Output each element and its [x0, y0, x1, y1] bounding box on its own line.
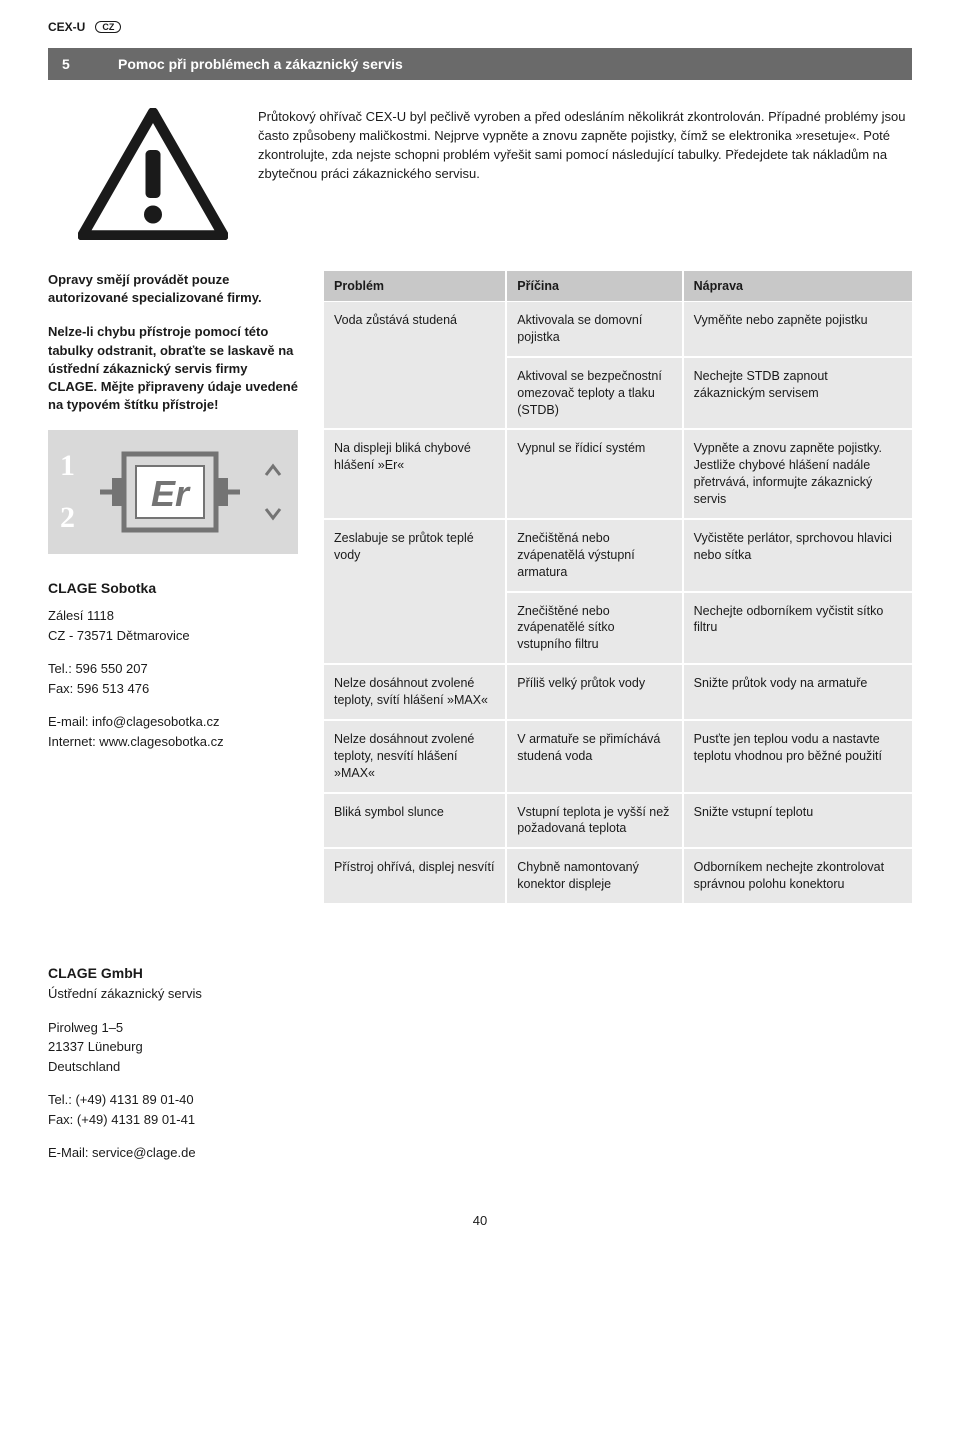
- cell-cause: Vypnul se řídicí systém: [506, 429, 682, 519]
- cell-cause: Vstupní teplota je vyšší než požadovaná …: [506, 793, 682, 849]
- left-column: Opravy smějí provádět pouze autorizované…: [48, 271, 298, 765]
- cell-cause: Aktivovala se domovní pojistka: [506, 302, 682, 357]
- left-para-2: Nelze-li chybu přístroje pomocí této tab…: [48, 323, 298, 414]
- footer-fax-line: Fax: (+49) 4131 89 01-41: [48, 1110, 912, 1130]
- cell-fix: Snižte vstupní teplotu: [683, 793, 912, 849]
- cell-fix: Odborníkem nechejte zkontrolovat správno…: [683, 848, 912, 903]
- page-number: 40: [48, 1213, 912, 1228]
- section-number: 5: [48, 48, 104, 80]
- cell-cause: Znečištěná nebo zvápenatělá výstupní arm…: [506, 519, 682, 592]
- cell-cause: V armatuře se přimíchává studená voda: [506, 720, 682, 793]
- lcd-module: Er: [89, 448, 250, 536]
- arrow-buttons: [264, 463, 282, 521]
- table-row: Nelze dosáhnout zvolené teploty, nesvítí…: [324, 720, 912, 793]
- local-contact-phone: Tel.: 596 550 207 Fax: 596 513 476: [48, 659, 298, 698]
- section-title: Pomoc při problémech a zákaznický servis: [104, 48, 912, 80]
- main-two-column: Opravy smějí provádět pouze autorizované…: [48, 271, 912, 903]
- product-code: CEX-U: [48, 20, 85, 34]
- button-num-2: 2: [60, 503, 75, 533]
- right-column: Problém Příčina Náprava Voda zůstává stu…: [324, 271, 912, 903]
- th-cause: Příčina: [506, 271, 682, 302]
- table-row: Na displeji bliká chybové hlášení »Er«Vy…: [324, 429, 912, 519]
- fax-line: Fax: 596 513 476: [48, 679, 298, 699]
- email-line: E-mail: info@clagesobotka.cz: [48, 712, 298, 732]
- table-row: Zeslabuje se průtok teplé vodyZnečištěná…: [324, 519, 912, 592]
- warning-triangle-icon: [78, 108, 228, 243]
- table-row: Bliká symbol slunceVstupní teplota je vy…: [324, 793, 912, 849]
- arrow-up-icon: [264, 463, 282, 477]
- footer-addr-line: Deutschland: [48, 1057, 912, 1077]
- section-heading-bar: 5 Pomoc při problémech a zákaznický serv…: [48, 48, 912, 80]
- cell-fix: Vyčistěte perlátor, sprchovou hlavici ne…: [683, 519, 912, 592]
- local-contact-name: CLAGE Sobotka: [48, 580, 298, 596]
- arrow-down-icon: [264, 507, 282, 521]
- cell-fix: Snižte průtok vody na armatuře: [683, 664, 912, 720]
- cell-fix: Nechejte STDB zapnout zákaznickým servis…: [683, 357, 912, 430]
- tel-line: Tel.: 596 550 207: [48, 659, 298, 679]
- cell-problem: Přístroj ohřívá, displej nesvítí: [324, 848, 506, 903]
- addr-line: Zálesí 1118: [48, 606, 298, 626]
- cell-fix: Vypněte a znovu zapněte pojistky. Jestli…: [683, 429, 912, 519]
- table-row: Přístroj ohřívá, displej nesvítíChybně n…: [324, 848, 912, 903]
- cell-cause: Příliš velký průtok vody: [506, 664, 682, 720]
- local-contact-address: Zálesí 1118 CZ - 73571 Dětmarovice: [48, 606, 298, 645]
- local-contact-web: E-mail: info@clagesobotka.cz Internet: w…: [48, 712, 298, 751]
- cell-problem: Zeslabuje se průtok teplé vody: [324, 519, 506, 664]
- svg-text:Er: Er: [150, 473, 190, 514]
- footer-company-name: CLAGE GmbH: [48, 963, 912, 984]
- cell-problem: Voda zůstává studená: [324, 302, 506, 430]
- table-row: Nelze dosáhnout zvolené teploty, svítí h…: [324, 664, 912, 720]
- th-fix: Náprava: [683, 271, 912, 302]
- cell-cause: Aktivoval se bezpečnostní omezovač teplo…: [506, 357, 682, 430]
- intro-row: Průtokový ohřívač CEX-U byl pečlivě vyro…: [48, 108, 912, 243]
- cell-problem: Na displeji bliká chybové hlášení »Er«: [324, 429, 506, 519]
- troubleshooting-table: Problém Příčina Náprava Voda zůstává stu…: [324, 271, 912, 903]
- cell-problem: Nelze dosáhnout zvolené teploty, nesvítí…: [324, 720, 506, 793]
- footer-subtitle: Ústřední zákaznický servis: [48, 984, 912, 1004]
- cell-cause: Znečištěné nebo zvápenatělé sítko vstupn…: [506, 592, 682, 665]
- cell-fix: Vyměňte nebo zapněte pojistku: [683, 302, 912, 357]
- device-display-diagram: 1 2 Er: [48, 430, 298, 554]
- web-line: Internet: www.clagesobotka.cz: [48, 732, 298, 752]
- th-problem: Problém: [324, 271, 506, 302]
- cell-cause: Chybně namontovaný konektor displeje: [506, 848, 682, 903]
- cell-fix: Pusťte jen teplou vodu a nastavte teplot…: [683, 720, 912, 793]
- footer-addr-line: 21337 Lüneburg: [48, 1037, 912, 1057]
- addr-line: CZ - 73571 Dětmarovice: [48, 626, 298, 646]
- cell-fix: Nechejte odborníkem vyčistit sítko filtr…: [683, 592, 912, 665]
- table-row: Voda zůstává studenáAktivovala se domovn…: [324, 302, 912, 357]
- intro-paragraph: Průtokový ohřívač CEX-U byl pečlivě vyro…: [258, 108, 912, 243]
- footer-contact-block: CLAGE GmbH Ústřední zákaznický servis Pi…: [48, 963, 912, 1163]
- footer-addr-line: Pirolweg 1–5: [48, 1018, 912, 1038]
- footer-email-line: E-Mail: service@clage.de: [48, 1143, 912, 1163]
- cell-problem: Nelze dosáhnout zvolené teploty, svítí h…: [324, 664, 506, 720]
- page-header: CEX-U CZ: [48, 20, 912, 34]
- cell-problem: Bliká symbol slunce: [324, 793, 506, 849]
- button-num-1: 1: [60, 451, 75, 481]
- display-button-numbers: 1 2: [60, 451, 75, 533]
- footer-tel-line: Tel.: (+49) 4131 89 01-40: [48, 1090, 912, 1110]
- language-badge: CZ: [95, 21, 121, 33]
- left-para-1: Opravy smějí provádět pouze autorizované…: [48, 271, 298, 307]
